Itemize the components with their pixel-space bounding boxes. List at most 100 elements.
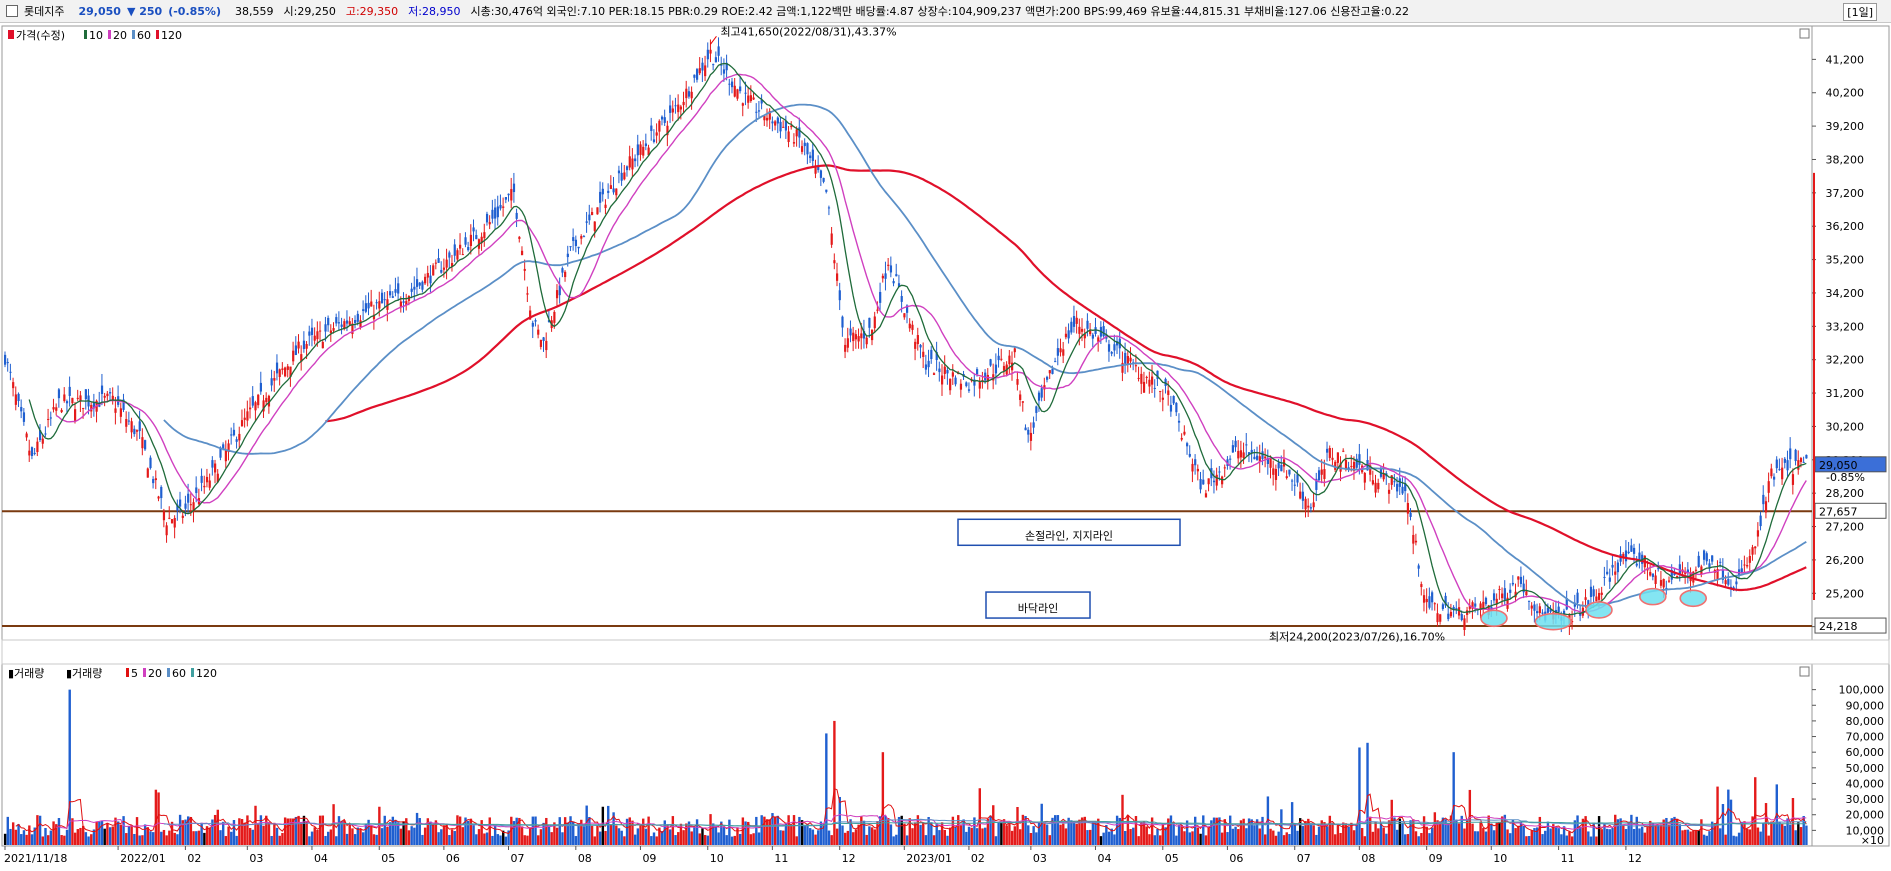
candle-body (1684, 571, 1687, 574)
candle-body (1215, 474, 1218, 486)
volume-bar (1220, 832, 1224, 845)
volume-bar (760, 815, 763, 845)
volume-bar (1420, 833, 1423, 845)
candle-body (1439, 614, 1442, 622)
volume-bar (256, 824, 260, 845)
volume-bar (238, 818, 241, 845)
volume-bar (1051, 817, 1054, 845)
volume-panel[interactable] (1, 663, 1813, 847)
volume-bar (278, 835, 281, 845)
volume-axis-tick-label: 20,000 (1846, 809, 1885, 822)
candle-body (267, 395, 271, 407)
volume-bar (122, 816, 125, 845)
volume-bar (1587, 831, 1590, 845)
candle-body (467, 246, 470, 251)
volume-bar (362, 832, 365, 845)
volume-bar (1070, 820, 1073, 845)
candle-body (1441, 604, 1445, 609)
volume-bar (671, 816, 675, 845)
volume-bar (596, 825, 599, 845)
volume-bar (1482, 828, 1485, 845)
candle-body (545, 340, 548, 351)
candle-body (1565, 598, 1568, 610)
candle-body (1614, 571, 1617, 575)
period-selector[interactable]: [1일] (1843, 3, 1877, 21)
volume-bar (1498, 822, 1501, 845)
volume-bar (1129, 829, 1132, 845)
volume-bar (485, 832, 489, 845)
volume-bar (510, 816, 513, 845)
candle-body (109, 392, 112, 394)
volume-bar (265, 815, 268, 845)
volume-bar (1040, 803, 1043, 845)
volume-bar (1107, 831, 1111, 845)
volume-bar (725, 835, 728, 845)
candle-body (475, 235, 478, 240)
candle-body (203, 485, 206, 488)
candle-body (566, 253, 569, 258)
price-change-pct: (-0.85%) (168, 4, 221, 18)
volume-bar (1037, 822, 1041, 845)
candle-body (275, 362, 279, 374)
volume-bar (1622, 824, 1625, 845)
candle-body (1436, 613, 1439, 623)
candle-body (114, 408, 117, 413)
volume-bar (1094, 821, 1097, 845)
volume-bar (650, 836, 653, 845)
candle-body (1344, 459, 1348, 470)
volume-bar (1595, 836, 1598, 845)
candle-body (1067, 330, 1070, 339)
volume-bar (1608, 829, 1612, 845)
volume-bar (1183, 831, 1186, 845)
volume-ma-swatch (143, 668, 146, 677)
volume-bar (1649, 820, 1652, 845)
volume-bar (1673, 816, 1676, 845)
candle-body (841, 316, 844, 328)
volume-bar (79, 827, 82, 845)
volume-bar (757, 832, 761, 845)
price-panel-menu-button[interactable] (1799, 28, 1810, 39)
volume-bar (345, 833, 349, 845)
price-panel[interactable] (1, 25, 1813, 641)
candle-body (520, 250, 524, 256)
candle-body (782, 126, 785, 128)
bottom-marker (1480, 609, 1508, 628)
candle-body (542, 337, 545, 341)
candle-body (125, 418, 128, 427)
x-axis-tick-label: 07 (511, 852, 525, 865)
candle-body (1196, 468, 1199, 472)
volume-panel-menu-button[interactable] (1799, 666, 1810, 677)
volume-bar (1455, 819, 1458, 845)
stock-checkbox[interactable] (6, 5, 18, 17)
candle-body (1794, 449, 1797, 462)
candle-body (1501, 593, 1504, 599)
candle-body (617, 170, 621, 174)
volume-bar (254, 805, 257, 845)
x-axis-tick-label: 10 (710, 852, 724, 865)
candle-body (1140, 373, 1143, 384)
candle-body (1237, 450, 1240, 459)
volume-bar (841, 825, 844, 845)
candle-body (763, 115, 766, 121)
volume-bar (997, 822, 1000, 845)
candle-body (179, 499, 182, 507)
candle-body (884, 273, 887, 279)
volume-bar (1336, 823, 1340, 845)
volume-bar (738, 833, 742, 845)
candle-body (262, 400, 265, 412)
volume-bar (580, 819, 583, 845)
volume-bar (1487, 815, 1490, 845)
volume-bar (108, 827, 112, 845)
candle-body (1011, 362, 1014, 371)
candle-body (1159, 390, 1162, 392)
stock-name[interactable]: 롯데지주 (24, 5, 65, 18)
volume-bar (1748, 829, 1752, 845)
candle-body (1258, 456, 1261, 463)
volume-bar (849, 819, 852, 845)
volume-bar (189, 816, 193, 845)
candle-body (537, 329, 540, 335)
volume-bar (911, 828, 914, 845)
candle-body (1177, 420, 1181, 423)
volume-bar (1786, 818, 1789, 845)
